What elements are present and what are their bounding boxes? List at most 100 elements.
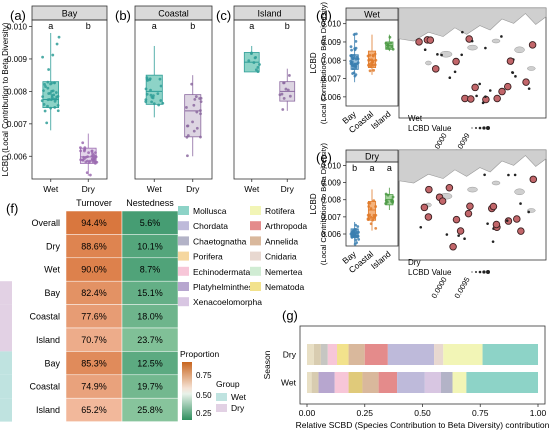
data-point [389,41,393,45]
legend-swatch [178,266,189,276]
data-point [152,102,156,106]
colorbar [182,362,192,420]
site-marker [465,35,473,43]
category-label: Dry [186,184,200,194]
group-band [0,328,12,352]
site-marker [436,53,439,56]
map-legend-title: Dry [408,258,420,267]
data-point [369,215,373,219]
site-marker [475,94,478,98]
bar-segment [337,344,349,365]
data-point [149,88,152,92]
category-label: Wet [281,378,297,388]
data-point [282,81,285,85]
y-tick-label: 0.010 [321,20,342,29]
legend-swatch [178,221,189,231]
data-point [53,99,57,103]
bar-segment [307,372,312,393]
cell-value: 70.7% [81,335,107,345]
data-point [357,237,361,241]
data-point [195,110,199,114]
data-point [51,53,55,57]
row-label: Coastal [29,382,60,392]
phylum-legend: Mollusca Rotifera Chordata Arthropoda Chaeto… [178,206,307,307]
significance-letter: a [249,21,254,31]
panel-tag: (g) [282,308,298,323]
site-marker [440,53,443,57]
panel-tag: (e) [316,150,332,165]
data-point [52,97,56,101]
x-tick-label: 0.25 [356,408,373,418]
cell-value: 12.5% [137,358,163,368]
data-point [55,42,59,46]
data-point [367,205,371,208]
data-point [252,61,256,64]
row-label: Island [36,405,60,415]
site-marker [423,48,427,52]
site-marker [484,95,487,98]
data-point [369,207,373,210]
legend-label: Arthropoda [265,221,307,231]
data-point [47,92,51,95]
bar-segment [387,344,435,365]
data-point [351,72,354,75]
island [514,188,525,196]
cell-value: 10.1% [137,241,163,251]
data-point [374,205,378,208]
data-point [349,54,353,57]
data-point [42,103,46,106]
group-legend-swatch [216,404,227,412]
data-point [388,35,392,39]
site-marker [463,237,466,241]
data-point [351,234,354,238]
data-point [57,35,61,39]
data-point [40,99,44,103]
site-marker [457,234,460,237]
data-point [258,63,261,66]
site-marker [452,57,460,66]
data-point [353,48,357,52]
legend-swatch [178,297,189,307]
legend-swatch [250,282,261,291]
bar-segment [334,372,349,393]
y-tick-label: 0.008 [321,196,342,205]
island [491,38,501,44]
site-marker [448,76,452,80]
y-axis-label: Season [262,350,272,379]
map-legend-dot [478,126,482,130]
data-point [54,97,58,101]
data-point [151,96,155,100]
data-point [254,55,258,59]
data-point [85,171,89,175]
data-point [41,55,44,59]
row-label: Coastal [29,312,60,322]
data-point [49,106,53,110]
data-point [79,146,82,149]
category-label: Island [369,249,393,271]
panel-frame [233,19,306,180]
legend-swatch [250,221,261,231]
map-legend-dot [482,126,486,130]
category-label: Wet [43,184,59,194]
data-point [199,112,202,116]
data-point [374,213,378,217]
site-marker [449,243,457,251]
data-point [352,229,356,232]
data-point [367,62,371,66]
data-point [43,109,47,113]
data-point [191,120,194,124]
x-axis-label: Relative SCBD (Species Contribution to B… [296,420,550,430]
data-point [150,100,154,104]
site-marker [483,173,486,177]
bar-segment [466,372,538,393]
data-point [49,82,52,86]
data-point [50,89,54,93]
data-point [367,215,371,218]
data-point [79,158,83,162]
legend-label: Mollusca [193,206,227,216]
data-point [195,126,199,130]
data-point [386,44,390,48]
row-label: Island [36,335,60,345]
data-point [199,109,202,112]
